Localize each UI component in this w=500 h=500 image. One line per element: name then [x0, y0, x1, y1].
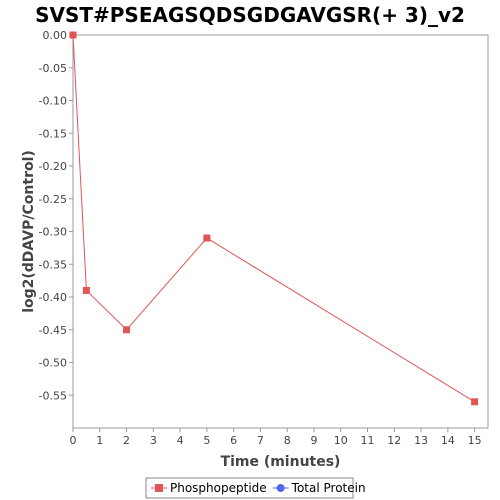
data-point [203, 234, 211, 242]
y-tick-label: -0.10 [39, 95, 67, 108]
x-tick-label: 0 [70, 434, 77, 447]
data-point [82, 286, 90, 294]
x-tick-label: 7 [257, 434, 264, 447]
x-tick-label: 12 [387, 434, 401, 447]
y-tick-label: -0.25 [39, 193, 67, 206]
x-tick-label: 2 [123, 434, 130, 447]
legend-marker [276, 484, 285, 492]
x-tick-label: 4 [177, 434, 184, 447]
y-tick-label: -0.35 [39, 258, 67, 271]
x-tick-label: 14 [441, 434, 455, 447]
x-axis-label: Time (minutes) [221, 454, 341, 470]
x-tick-label: 6 [230, 434, 237, 447]
x-axis: 0 1 2 3 4 5 6 7 8 9 10 11 12 13 14 15 [70, 428, 482, 447]
y-tick-label: -0.30 [39, 226, 67, 239]
y-axis: 0.00 -0.05 -0.10 -0.15 -0.20 -0.25 -0.30 -0.35 -… [39, 29, 73, 402]
x-tick-label: 11 [361, 434, 375, 447]
x-tick-label: 5 [203, 434, 210, 447]
legend-label: Phosphopeptide [170, 481, 267, 495]
x-tick-label: 1 [96, 434, 103, 447]
y-tick-label: 0.00 [43, 29, 68, 42]
legend-label: Total Protein [291, 481, 366, 495]
plot-area [72, 34, 489, 429]
x-tick-label: 13 [414, 434, 428, 447]
y-tick-label: -0.20 [39, 160, 67, 173]
y-tick-label: -0.45 [39, 324, 67, 337]
y-tick-label: -0.40 [39, 291, 67, 304]
legend-item: Phosphopeptide [151, 481, 267, 495]
x-tick-label: 3 [150, 434, 157, 447]
data-point [471, 398, 479, 406]
y-tick-label: -0.55 [39, 389, 67, 402]
series-phosphopeptide [69, 31, 479, 406]
x-tick-label: 8 [284, 434, 291, 447]
legend-marker [155, 484, 163, 492]
x-tick-label: 9 [310, 434, 317, 447]
legend-box [145, 477, 354, 499]
x-tick-label: 15 [468, 434, 482, 447]
y-tick-label: -0.50 [39, 357, 67, 370]
x-tick-label: 10 [334, 434, 348, 447]
series-layer [69, 31, 479, 406]
legend-item: Total Protein [272, 481, 366, 495]
legend: Phosphopeptide Total Protein [145, 477, 366, 499]
y-tick-label: -0.05 [39, 62, 67, 75]
y-axis-label: log2(dDAVP/Control) [21, 150, 37, 313]
chart-title: SVST#PSEAGSQDSGDGAVGSR(+ 3)_v2 [35, 3, 465, 27]
data-point [69, 31, 77, 39]
data-point [123, 326, 131, 334]
y-tick-label: -0.15 [39, 127, 67, 140]
